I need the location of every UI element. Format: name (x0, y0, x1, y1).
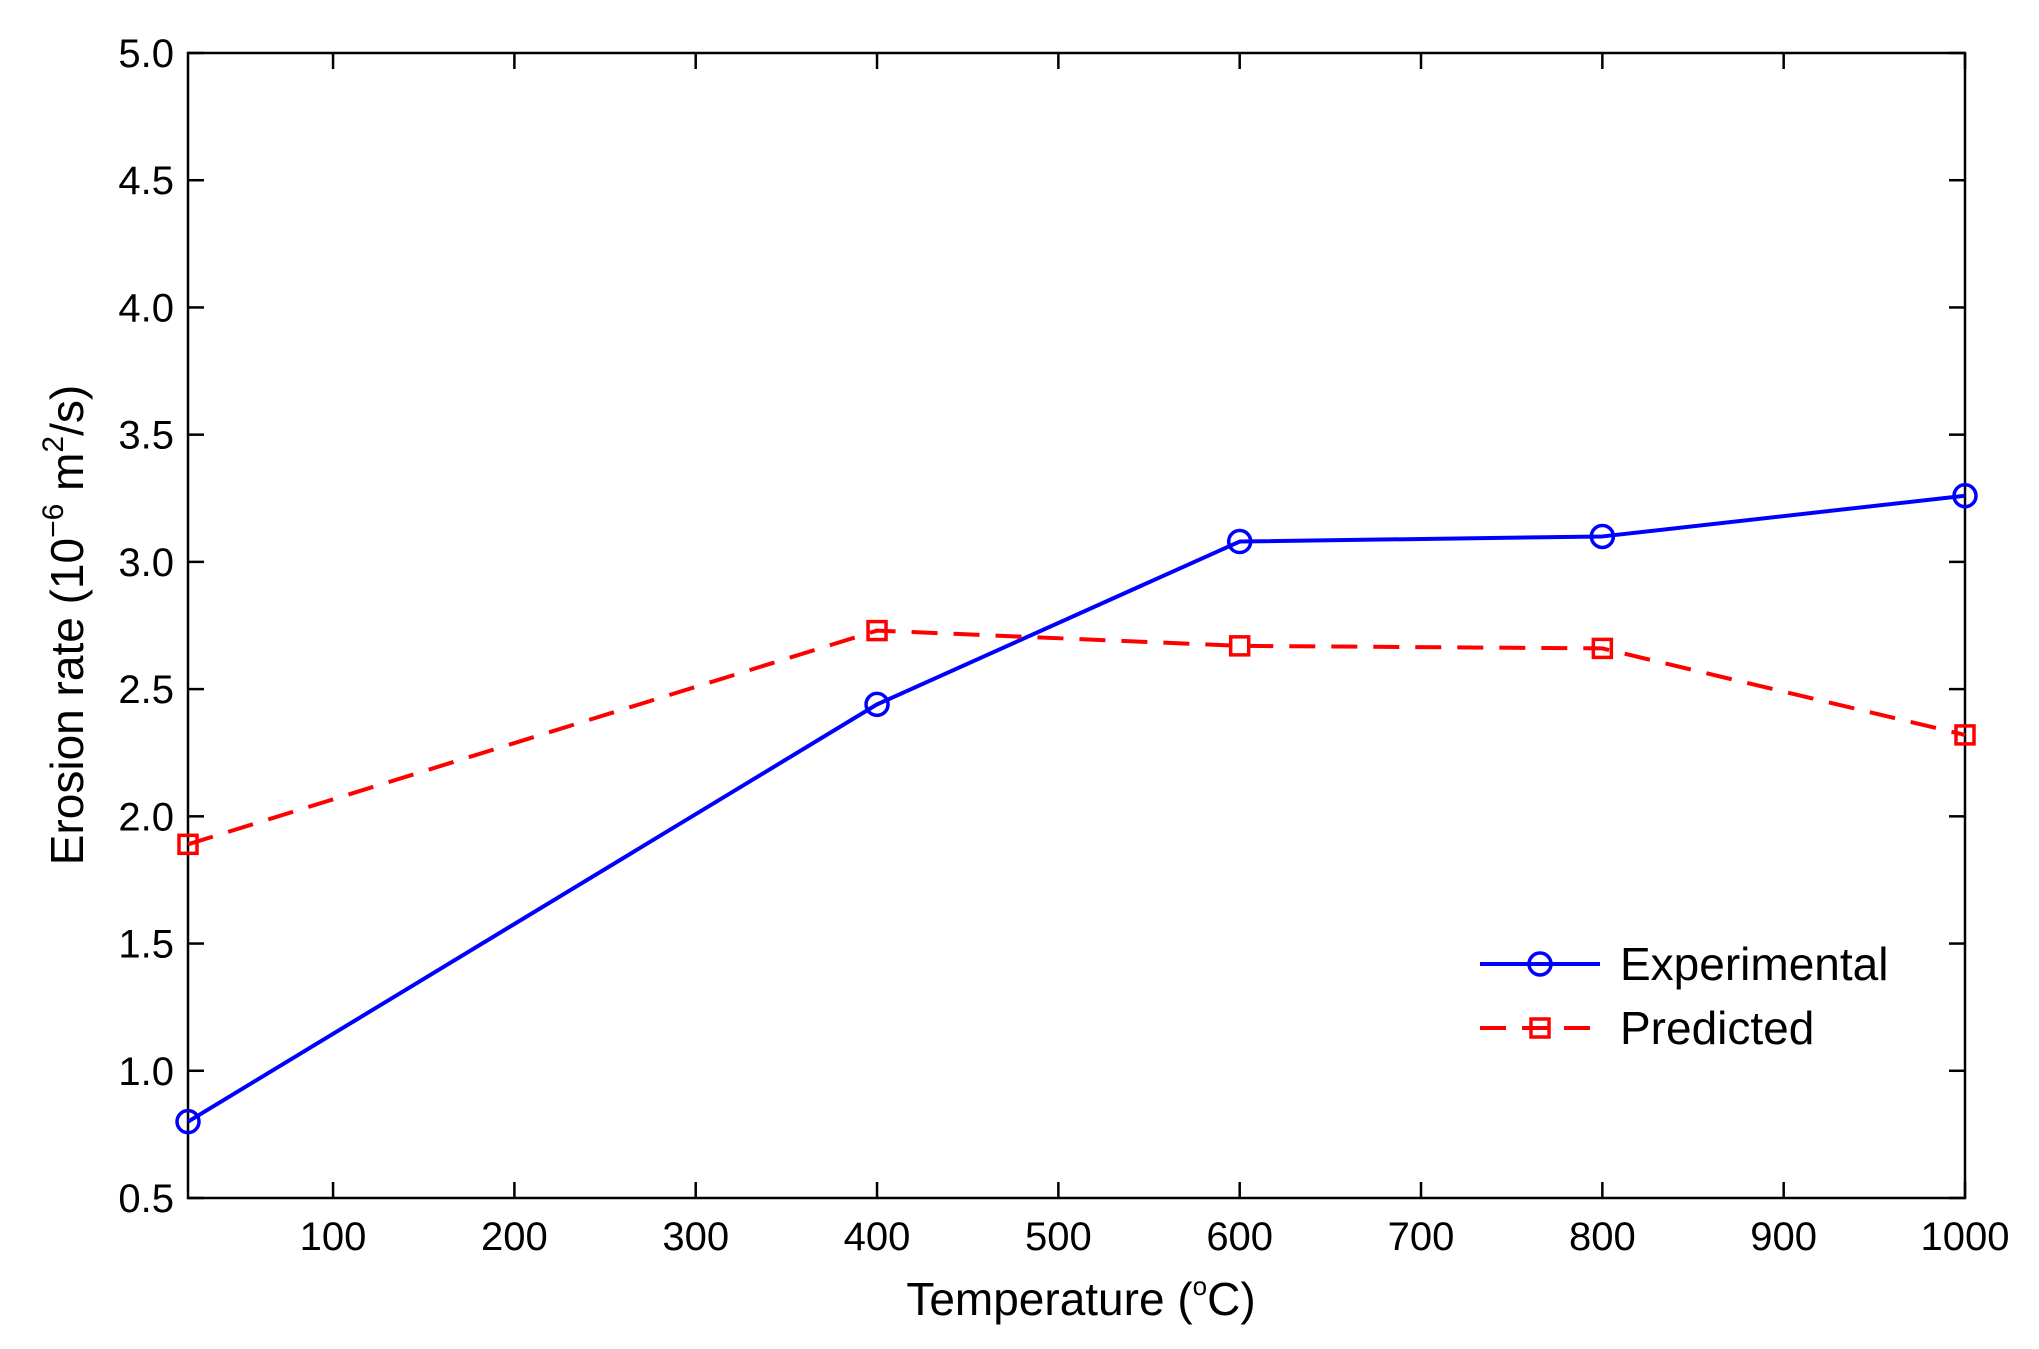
legend: Experimental Predicted (1480, 938, 1888, 1054)
x-tick-label: 900 (1750, 1215, 1817, 1259)
y-tick-label: 1.5 (118, 923, 174, 967)
x-tick-label: 1000 (1921, 1215, 2010, 1259)
x-tick-label: 600 (1206, 1215, 1273, 1259)
y-tick-label: 2.0 (118, 795, 174, 839)
data-point (177, 833, 199, 856)
y-tick-label: 4.0 (118, 286, 174, 330)
x-tick-label: 500 (1025, 1215, 1092, 1259)
data-point (1954, 724, 1976, 746)
plot-frame (186, 51, 1967, 1200)
series-experimental (175, 482, 1978, 1135)
x-axis-title: Temperature (oC) (906, 1271, 1255, 1325)
ticks-layer: 100 200 300 400 500 600 700 800 900 1000 0.5 1.0 1.5… (118, 32, 2009, 1259)
legend-item-experimental: Experimental (1480, 938, 1888, 990)
y-tick-label: 3.0 (118, 541, 174, 585)
y-tick-label: 2.5 (118, 668, 174, 712)
y-tick-label: 0.5 (118, 1177, 174, 1221)
data-point (866, 619, 888, 642)
legend-item-predicted: Predicted (1480, 1002, 1814, 1054)
data-point (1591, 637, 1614, 660)
data-point (1589, 523, 1616, 550)
x-tick-label: 400 (844, 1215, 911, 1259)
series-layer (175, 482, 1978, 1135)
legend-label: Experimental (1620, 938, 1888, 990)
data-point (1226, 528, 1253, 555)
y-tick-label: 4.5 (118, 159, 174, 203)
data-point (864, 691, 890, 718)
x-tick-label: 200 (481, 1215, 548, 1259)
legend-label: Predicted (1620, 1002, 1814, 1054)
series-predicted (177, 619, 1976, 856)
y-tick-label: 3.5 (118, 414, 174, 458)
y-axis-title: Erosion rate (10−6 m2/s) (37, 385, 93, 865)
legend-marker (1529, 1017, 1551, 1039)
series-line (186, 493, 1966, 1124)
x-tick-label: 700 (1388, 1215, 1455, 1259)
x-tick-label: 800 (1569, 1215, 1636, 1259)
y-tick-label: 1.0 (118, 1050, 174, 1094)
data-point (1952, 482, 1978, 509)
x-tick-label: 300 (662, 1215, 729, 1259)
series-line (187, 628, 1966, 847)
y-tick-label: 5.0 (118, 32, 174, 76)
legend-marker (1527, 951, 1553, 977)
data-point (175, 1108, 201, 1135)
x-tick-label: 100 (300, 1215, 367, 1259)
data-point (1228, 635, 1251, 657)
